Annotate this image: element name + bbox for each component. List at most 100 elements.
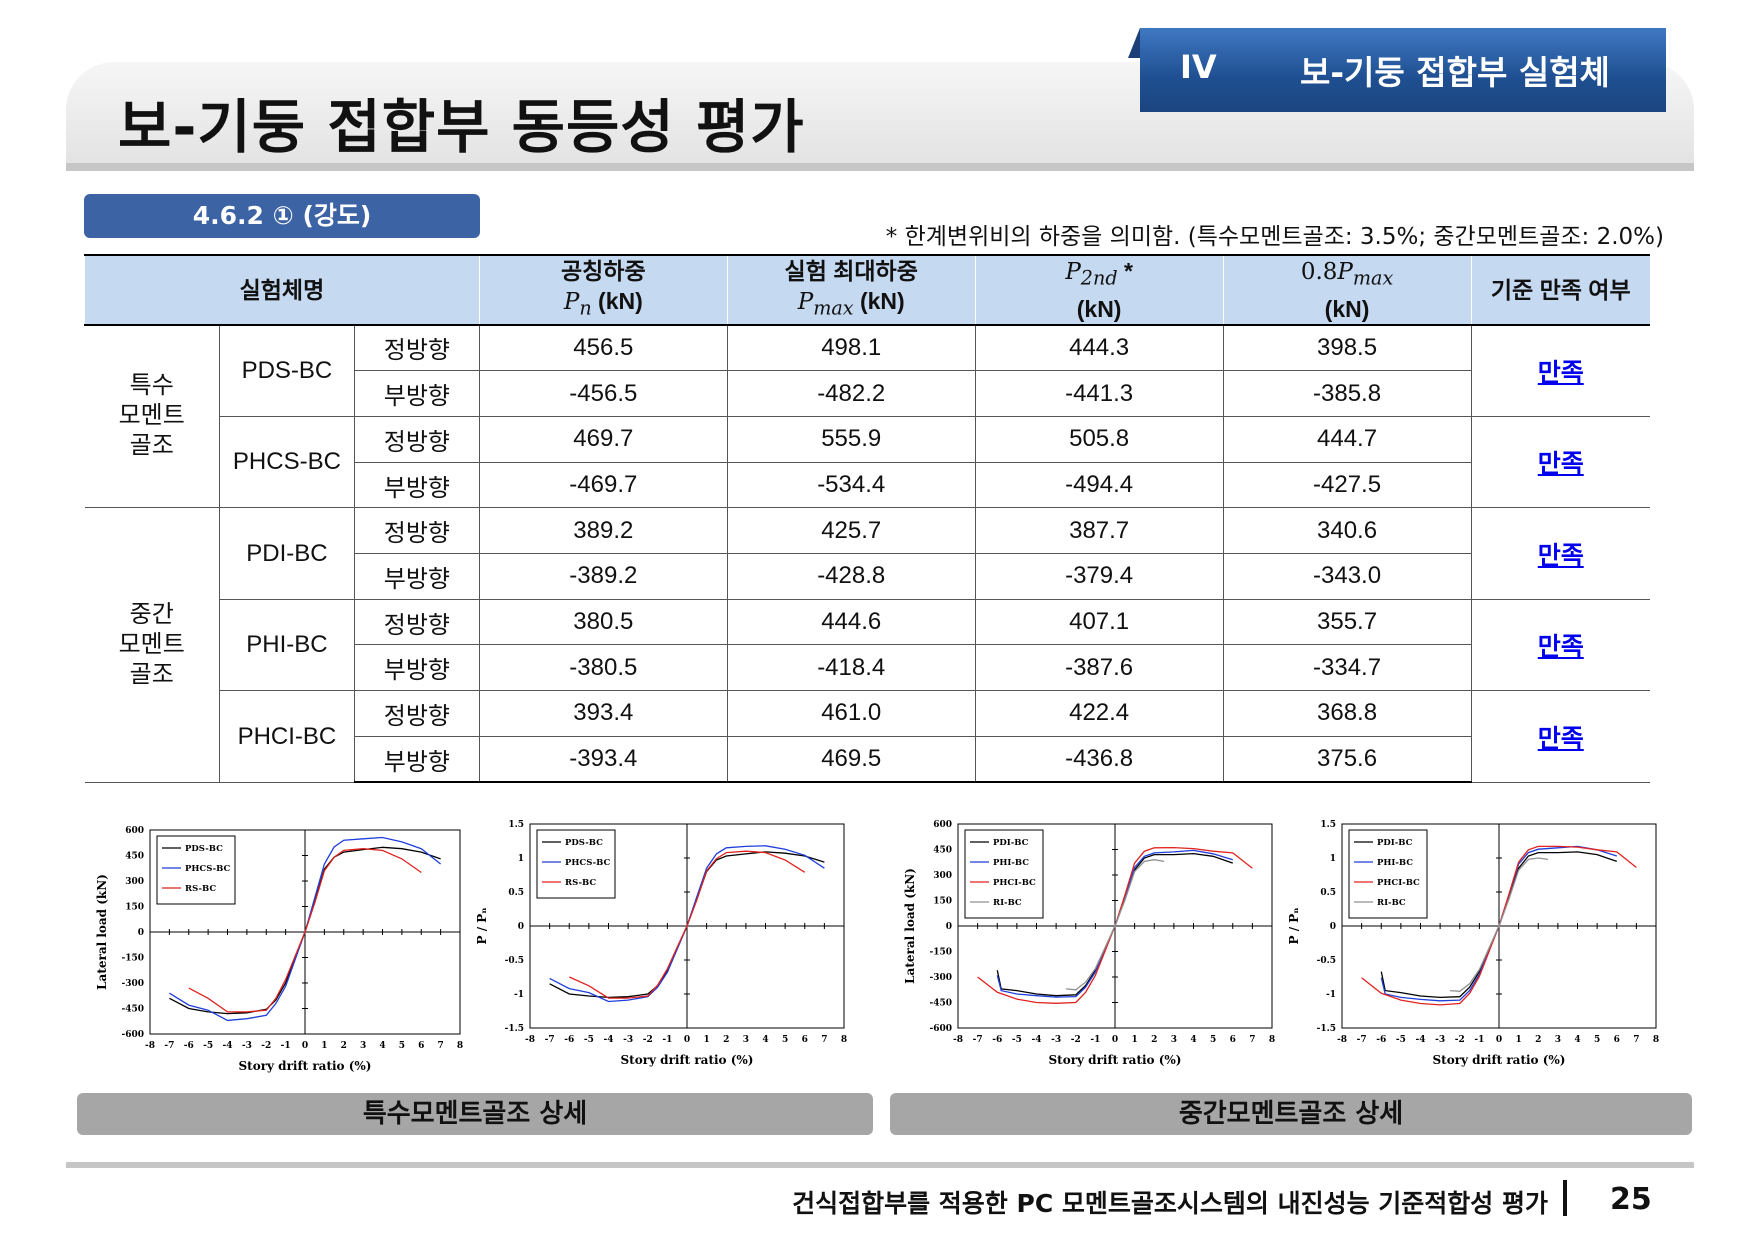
table-row: 부방향 -456.5 -482.2 -441.3 -385.8: [85, 370, 1651, 417]
x-tick-label: 8: [457, 1041, 463, 1051]
chart-intermediate-load: -8 -7 -6 -5 -4 -3 -2 -1 0 1 2 3 4 5 6 7 8 600 450 300 150 0 -1…: [900, 812, 1284, 1076]
x-tick-label: -5: [203, 1041, 213, 1051]
x-tick-label: -2: [261, 1041, 271, 1051]
table-header-row: 실험체명 공칭하중 Pn (kN) 실험 최대하중 Pmax (kN) P2nd…: [84, 254, 1650, 326]
x-tick-label: -4: [223, 1041, 233, 1051]
y-tick-label: 1.5: [1320, 820, 1336, 830]
x-tick-label: -8: [953, 1035, 963, 1045]
header-p2nd-unit: (kN): [1076, 295, 1122, 322]
page-number: 25: [1610, 1182, 1652, 1217]
x-tick-label: -8: [145, 1041, 155, 1051]
cell-p08: 398.5: [1222, 324, 1472, 372]
cell-pn: -380.5: [478, 644, 728, 692]
criteria-link[interactable]: 만족: [1537, 724, 1584, 753]
header-nominal-title: 공칭하중: [560, 258, 646, 284]
x-tick-label: 0: [1112, 1035, 1118, 1045]
cell-p08: -427.5: [1222, 461, 1471, 509]
intermediate-detail-label: 중간모멘트골조 상세: [890, 1093, 1692, 1135]
y-tick-label: 1: [1330, 854, 1336, 864]
legend-label: PHI-BC: [1377, 858, 1413, 868]
x-tick-label: -8: [525, 1035, 535, 1045]
cell-pmax: -428.8: [726, 553, 976, 600]
y-tick-label: -450: [929, 999, 952, 1009]
x-tick-label: 6: [1614, 1035, 1620, 1045]
y-tick-label: 600: [125, 826, 144, 836]
x-tick-label: 7: [1249, 1035, 1255, 1045]
x-tick-label: -4: [1416, 1035, 1426, 1045]
x-axis-label: Story drift ratio (%): [239, 1059, 372, 1073]
cell-p2nd: -441.3: [974, 370, 1224, 417]
y-tick-label: 0: [518, 922, 524, 932]
legend-label: PHCS-BC: [185, 864, 231, 874]
y-tick-label: 450: [933, 846, 952, 856]
y-tick-label: -0.5: [1317, 956, 1336, 966]
x-tick-label: -2: [643, 1035, 653, 1045]
x-axis-label: Story drift ratio (%): [621, 1053, 754, 1067]
x-tick-label: 6: [418, 1041, 424, 1051]
y-tick-label: -1: [1326, 990, 1336, 1000]
cell-p08: -334.7: [1222, 644, 1471, 692]
direction: 정방향: [353, 690, 480, 737]
x-tick-label: 8: [1269, 1035, 1275, 1045]
x-tick-label: 2: [1535, 1035, 1541, 1045]
cell-p2nd: 387.7: [974, 507, 1224, 555]
criteria-cell: 만족: [1470, 507, 1650, 600]
legend-label: PDI-BC: [993, 838, 1029, 848]
legend-label: PHCI-BC: [993, 878, 1036, 888]
x-tick-label: 5: [399, 1041, 405, 1051]
strength-table: 실험체명 공칭하중 Pn (kN) 실험 최대하중 Pmax (kN) P2nd…: [84, 254, 1651, 784]
x-tick-label: -7: [1357, 1035, 1367, 1045]
badge-notch: [1128, 28, 1140, 58]
x-tick-label: -7: [545, 1035, 555, 1045]
criteria-link[interactable]: 만족: [1537, 541, 1584, 570]
footer-divider: [66, 1162, 1694, 1168]
y-tick-label: 450: [125, 852, 144, 862]
header-specimen: 실험체명: [84, 254, 480, 326]
series-line: [1449, 857, 1549, 992]
table-row: PHCI-BC 정방향 393.4 461.0 422.4 368.8 만족: [85, 690, 1650, 783]
direction: 부방향: [354, 461, 480, 509]
x-tick-label: 2: [341, 1041, 347, 1051]
legend-box: [156, 835, 236, 905]
cell-p2nd: -379.4: [974, 553, 1224, 600]
y-axis-label: Lateral load (kN): [95, 874, 109, 990]
x-tick-label: 3: [1555, 1035, 1561, 1045]
header-p2nd-symbol: P2nd *: [1065, 258, 1133, 290]
cell-pmax: 461.0: [726, 690, 976, 737]
x-tick-label: -3: [1051, 1035, 1061, 1045]
x-tick-label: 5: [1210, 1035, 1216, 1045]
cell-pmax: -534.4: [726, 461, 976, 509]
table-row: 중간 모멘트 골조 PDI-BC 정방향 389.2 425.7 387.7 340…: [84, 507, 1650, 783]
criteria-link[interactable]: 만족: [1537, 358, 1584, 387]
direction: 정방향: [353, 324, 480, 372]
specimen-name: PDI-BC: [218, 507, 355, 600]
x-tick-label: -5: [1396, 1035, 1406, 1045]
header-max-title: 실험 최대하중: [784, 258, 918, 284]
cell-pn: 469.7: [478, 415, 728, 463]
criteria-cell: 만족: [1470, 690, 1650, 783]
x-tick-label: -7: [164, 1041, 174, 1051]
criteria-link[interactable]: 만족: [1537, 632, 1584, 661]
x-tick-label: -3: [1435, 1035, 1445, 1045]
section-number: IV: [1180, 48, 1217, 86]
chart-special-normalized: -8 -7 -6 -5 -4 -3 -2 -1 0 1 2 3 4 5 6 7 8 1.5 1 0.5 0 -0.5 -1 -…: [472, 812, 856, 1076]
chart-svg: -8 -7 -6 -5 -4 -3 -2 -1 0 1 2 3 4 5 6 7 8 1.5 1 0.5 0 -0.5 -1 -…: [475, 820, 847, 1067]
direction: 부방향: [354, 644, 480, 692]
x-tick-label: 0: [684, 1035, 690, 1045]
cell-p08: 368.8: [1222, 690, 1472, 737]
y-tick-label: 1.5: [508, 820, 524, 830]
x-tick-label: 1: [321, 1041, 327, 1051]
legend-box: [536, 829, 616, 899]
criteria-link[interactable]: 만족: [1537, 450, 1584, 479]
y-axis-label: P / Pₙ: [475, 907, 489, 944]
subsection-badge: 4.6.2 ① (강도): [84, 194, 480, 238]
cell-pn: 389.2: [478, 507, 728, 555]
criteria-cell: 만족: [1470, 415, 1650, 509]
cell-pn: 380.5: [478, 598, 728, 646]
y-tick-label: 150: [933, 897, 952, 907]
x-tick-label: -3: [242, 1041, 252, 1051]
direction: 정방향: [353, 598, 480, 646]
footer-separator: [1563, 1180, 1567, 1216]
cell-pmax: -482.2: [726, 370, 976, 417]
x-tick-label: 5: [782, 1035, 788, 1045]
